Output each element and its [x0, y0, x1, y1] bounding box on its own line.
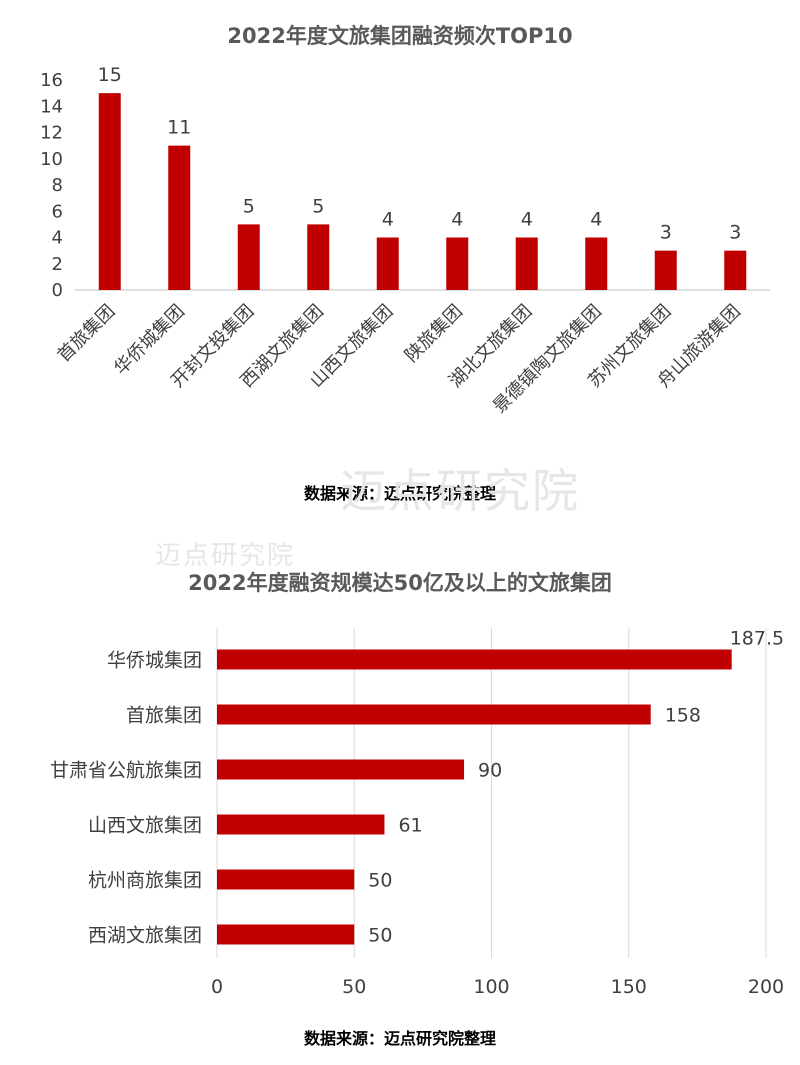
y-tick-label: 4: [52, 228, 63, 249]
x-tick-label: 0: [211, 976, 223, 998]
chart2-scale: 0 50 100 150 200 华侨城集团 187.5 首旅集团 158 甘肃省公航旅集团 90 山…: [50, 628, 784, 999]
data-label: 61: [398, 815, 422, 837]
data-label: 50: [368, 925, 392, 947]
y-tick-label: 16: [40, 70, 63, 91]
chart1-source: 数据来源：迈点研究院整理: [303, 484, 496, 503]
y-tick-label: 14: [40, 96, 63, 117]
data-label: 4: [382, 209, 394, 231]
x-tick-label: 150: [611, 976, 647, 998]
data-label: 15: [98, 64, 122, 86]
x-tick-label: 50: [342, 976, 366, 998]
bar: [217, 649, 732, 670]
y-tick-label: 华侨城集团: [107, 650, 202, 672]
bar: [307, 224, 330, 290]
y-tick-label: 山西文旅集团: [88, 815, 202, 837]
data-label: 50: [368, 870, 392, 892]
x-tick-label: 100: [473, 976, 509, 998]
watermark-small: 迈点研究院: [155, 541, 296, 571]
data-label: 3: [729, 222, 741, 244]
chart1-title: 2022年度文旅集团融资频次TOP10: [227, 24, 573, 48]
data-label: 5: [243, 195, 255, 217]
bar: [217, 814, 385, 835]
bar: [724, 250, 747, 290]
data-label: 187.5: [730, 628, 784, 650]
y-tick-label: 10: [40, 149, 63, 170]
bar: [376, 237, 399, 290]
data-label: 11: [167, 117, 191, 139]
bar: [515, 237, 538, 290]
y-tick-label: 12: [40, 123, 63, 144]
y-tick-label: 杭州商旅集团: [88, 870, 202, 892]
data-label: 158: [665, 705, 701, 727]
y-tick-label: 6: [52, 201, 63, 222]
data-label: 5: [312, 195, 324, 217]
data-label: 3: [660, 222, 672, 244]
chart2-title: 2022年度融资规模达50亿及以上的文旅集团: [188, 571, 612, 595]
bar: [217, 759, 465, 780]
data-label: 4: [590, 209, 602, 231]
bar: [98, 93, 121, 290]
bar: [654, 250, 677, 290]
x-tick-label: 首旅集团: [54, 301, 120, 367]
bar: [585, 237, 608, 290]
bar: [217, 704, 651, 725]
data-label: 4: [451, 209, 463, 231]
y-tick-label: 西湖文旅集团: [88, 925, 202, 947]
bar: [168, 145, 191, 290]
x-tick-label: 200: [748, 976, 784, 998]
data-label: 4: [521, 209, 533, 231]
chart2-source: 数据来源：迈点研究院整理: [303, 1029, 496, 1048]
y-tick-label: 首旅集团: [126, 705, 202, 727]
data-label: 90: [478, 760, 502, 782]
bar: [237, 224, 260, 290]
bar: [217, 869, 355, 890]
bar: [446, 237, 469, 290]
x-tick-label: 陕旅集团: [401, 301, 467, 367]
watermark-large: 迈点研究院: [340, 464, 580, 518]
y-tick-label: 0: [52, 280, 63, 301]
y-tick-label: 2: [52, 254, 63, 275]
y-tick-label: 甘肃省公航旅集团: [50, 760, 202, 782]
bar: [217, 924, 355, 945]
y-tick-label: 8: [52, 175, 63, 196]
